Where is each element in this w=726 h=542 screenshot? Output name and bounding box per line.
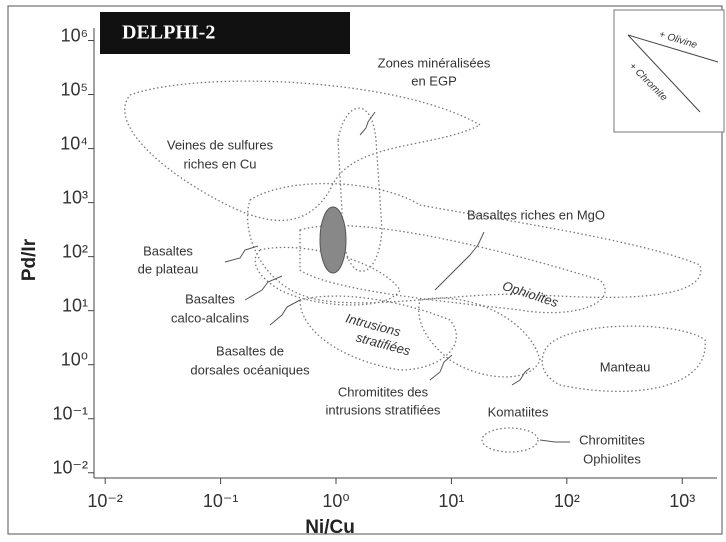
annotation: Basaltes riches en MgO (467, 207, 605, 222)
x-tick-label: 10² (554, 491, 580, 511)
annotation: Manteau (600, 359, 651, 374)
annotation: Komatiites (488, 404, 549, 419)
x-tick-label: 10³ (669, 491, 695, 511)
delphi-field (319, 206, 347, 274)
y-tick-label: 10⁻¹ (52, 403, 88, 423)
annotation: Veines de sulfures (167, 137, 274, 152)
x-tick-label: 10¹ (438, 491, 464, 511)
inset-arrows (627, 34, 719, 113)
annotation: Chromitites (579, 432, 645, 447)
inset-box (613, 9, 725, 133)
x-tick-label: 10⁰ (322, 491, 349, 511)
leaders (224, 111, 570, 443)
annotation: calco-alcalins (171, 310, 250, 325)
annotation: Ophiolites (583, 451, 641, 466)
annotation: intrusions stratifiées (326, 402, 441, 417)
x-tick-label: 10⁻¹ (203, 491, 239, 511)
x-axis-label: Ni/Cu (305, 517, 355, 538)
annotation: en EGP (411, 73, 457, 88)
y-tick-label: 10⁻² (52, 458, 88, 478)
annotation: Ophiolites (501, 278, 561, 310)
annotation: riches en Cu (184, 156, 257, 171)
annotation: Zones minéralisées (378, 55, 491, 70)
y-axis-label: Pd/Ir (19, 238, 40, 281)
x-tick-label: 10⁻² (87, 491, 123, 511)
annotation: Basaltes (143, 243, 193, 258)
y-tick-label: 10⁵ (61, 79, 88, 99)
y-tick-label: 10⁶ (61, 25, 88, 45)
y-tick-label: 10¹ (62, 295, 88, 315)
annotation: de plateau (138, 261, 199, 276)
frame (7, 5, 723, 535)
annotation: Basaltes de (216, 343, 284, 358)
y-tick-label: 10² (62, 241, 88, 261)
annotation: dorsales océaniques (190, 362, 310, 377)
y-tick-label: 10⁰ (61, 349, 88, 369)
y-tick-label: 10⁴ (60, 133, 88, 153)
annotation: Chromitites des (338, 384, 429, 399)
title-box (100, 12, 350, 54)
chart-title: DELPHI-2 (122, 22, 215, 44)
annotation: Basaltes (185, 291, 235, 306)
y-tick-label: 10³ (62, 187, 88, 207)
